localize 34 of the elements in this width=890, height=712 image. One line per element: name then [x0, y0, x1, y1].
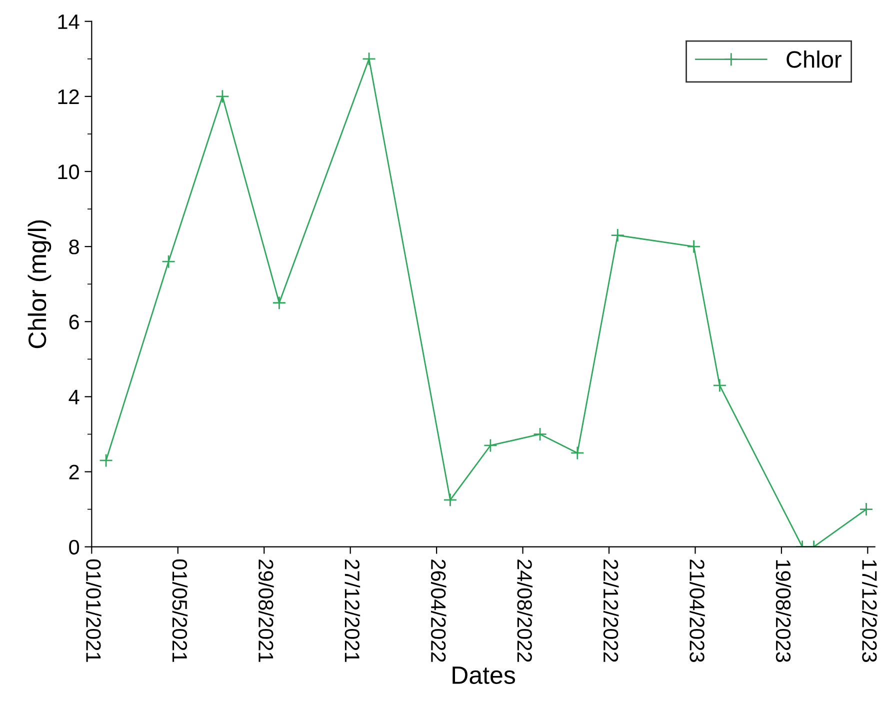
y-tick-label: 12: [58, 89, 79, 104]
y-tick-label: 4: [68, 390, 80, 404]
y-tick-label: 6: [69, 314, 79, 330]
x-tick-label: 21/04/2023: [690, 560, 705, 662]
point: [272, 296, 286, 310]
point: [686, 240, 701, 254]
point: [484, 438, 498, 452]
x-tick-label: 19/08/2023: [776, 560, 792, 662]
point: [162, 254, 176, 269]
x-tick-label: 17/12/2023: [862, 560, 878, 662]
y-tick-label: 10: [58, 164, 80, 180]
x-tick-label: 22/12/2022: [603, 560, 619, 662]
y-axis-title: Chlor (mg/l): [28, 220, 52, 348]
y-tick-label: 0: [69, 540, 80, 555]
x-tick-label: 26/04/2022: [430, 560, 446, 662]
point: [610, 228, 625, 242]
x-tick-label: 29/08/2021: [258, 560, 274, 662]
point: [443, 492, 458, 507]
x-tick-label: 24/08/2022: [517, 560, 532, 662]
y-tick-label: 2: [69, 464, 79, 480]
y-tick-label: 8: [69, 240, 79, 254]
legend-label: Chlor: [786, 50, 842, 68]
x-tick-label: 27/12/2021: [344, 560, 360, 662]
point: [99, 454, 113, 468]
x-tick-label: 01/05/2021: [172, 559, 188, 662]
point: [216, 89, 230, 104]
point: [712, 378, 727, 392]
x-axis-title: Dates: [452, 666, 516, 684]
y-tick-label: 14: [58, 14, 80, 29]
point: [859, 502, 874, 516]
x-tick-label: 01/01/2021: [86, 559, 102, 662]
point: [533, 427, 547, 442]
point: [362, 52, 376, 66]
point: [570, 446, 584, 460]
